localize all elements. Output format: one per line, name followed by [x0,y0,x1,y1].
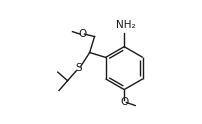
Text: NH₂: NH₂ [115,20,135,30]
Text: S: S [75,63,82,73]
Text: O: O [78,29,86,39]
Text: O: O [119,97,128,107]
